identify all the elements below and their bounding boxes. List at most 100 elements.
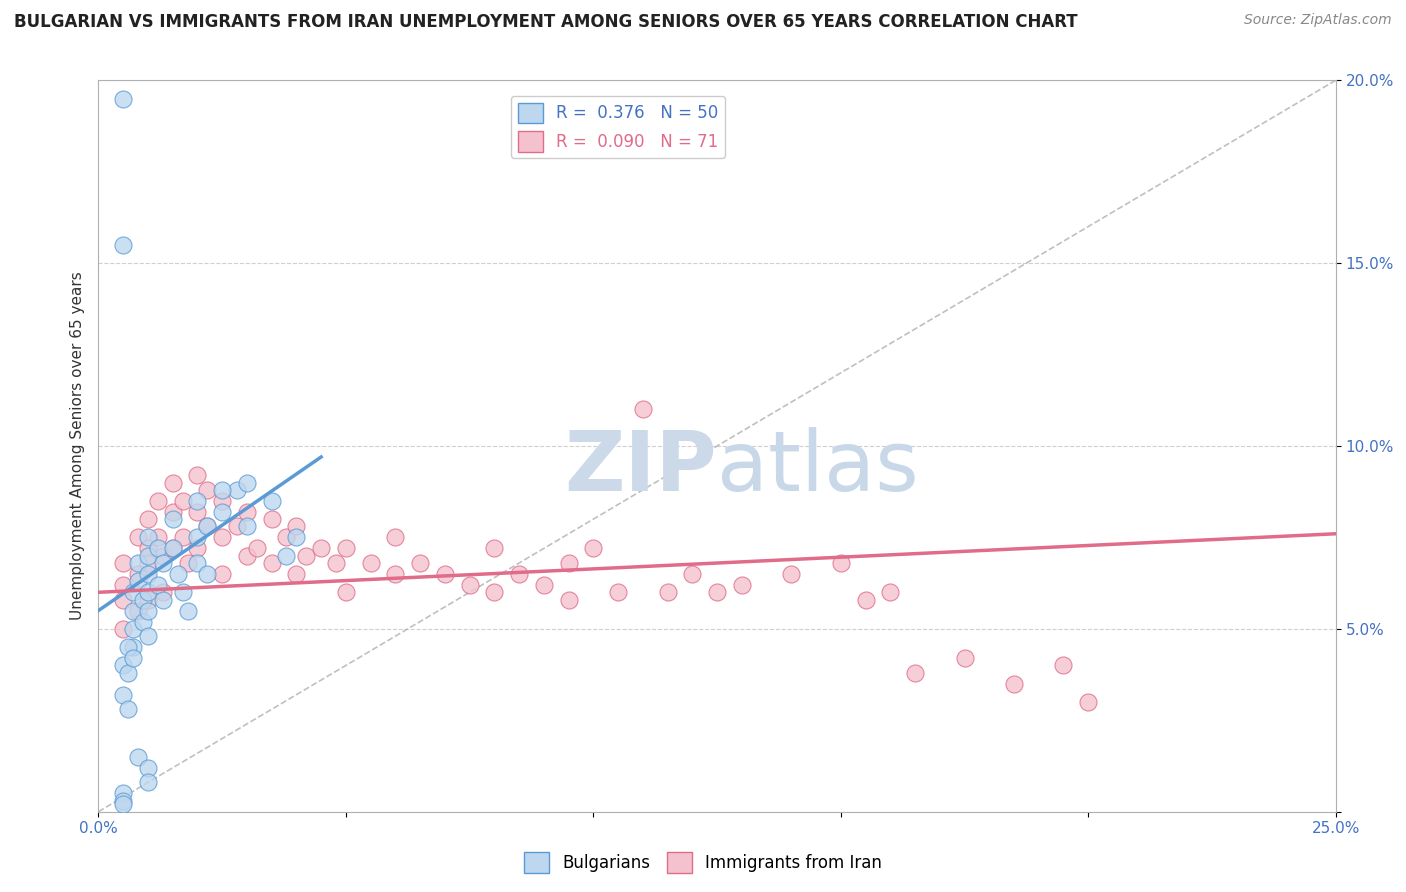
- Point: [136, 541, 159, 556]
- Point: [117, 702, 139, 716]
- Point: [122, 640, 145, 655]
- Point: [122, 622, 145, 636]
- Point: [112, 688, 135, 702]
- Point: [127, 603, 149, 617]
- Point: [226, 519, 249, 533]
- Point: [186, 541, 208, 556]
- Point: [211, 530, 233, 544]
- Point: [1077, 695, 1099, 709]
- Point: [112, 797, 135, 812]
- Point: [112, 556, 135, 570]
- Point: [508, 567, 530, 582]
- Point: [112, 578, 135, 592]
- Point: [211, 483, 233, 497]
- Point: [162, 541, 184, 556]
- Point: [953, 651, 976, 665]
- Point: [146, 578, 169, 592]
- Point: [146, 541, 169, 556]
- Point: [136, 567, 159, 582]
- Text: ZIP: ZIP: [565, 427, 717, 508]
- Legend: Bulgarians, Immigrants from Iran: Bulgarians, Immigrants from Iran: [517, 846, 889, 880]
- Point: [1052, 658, 1074, 673]
- Point: [136, 549, 159, 563]
- Point: [731, 578, 754, 592]
- Point: [904, 665, 927, 680]
- Point: [146, 494, 169, 508]
- Point: [127, 574, 149, 589]
- Point: [433, 567, 456, 582]
- Point: [195, 519, 218, 533]
- Point: [127, 530, 149, 544]
- Point: [122, 585, 145, 599]
- Point: [484, 585, 506, 599]
- Point: [681, 567, 703, 582]
- Point: [211, 567, 233, 582]
- Point: [146, 530, 169, 544]
- Point: [260, 494, 283, 508]
- Point: [295, 549, 318, 563]
- Point: [122, 603, 145, 617]
- Point: [136, 775, 159, 789]
- Point: [112, 787, 135, 801]
- Point: [236, 519, 259, 533]
- Point: [186, 505, 208, 519]
- Point: [127, 749, 149, 764]
- Point: [409, 556, 432, 570]
- Point: [260, 512, 283, 526]
- Point: [236, 475, 259, 490]
- Point: [186, 556, 208, 570]
- Point: [127, 567, 149, 582]
- Y-axis label: Unemployment Among Seniors over 65 years: Unemployment Among Seniors over 65 years: [69, 272, 84, 620]
- Point: [236, 549, 259, 563]
- Point: [325, 556, 347, 570]
- Point: [195, 567, 218, 582]
- Point: [484, 541, 506, 556]
- Point: [172, 494, 194, 508]
- Point: [136, 603, 159, 617]
- Point: [136, 629, 159, 643]
- Point: [285, 530, 308, 544]
- Point: [557, 556, 579, 570]
- Point: [309, 541, 332, 556]
- Point: [172, 530, 194, 544]
- Point: [112, 794, 135, 808]
- Point: [132, 615, 155, 629]
- Point: [162, 512, 184, 526]
- Point: [384, 567, 406, 582]
- Point: [607, 585, 630, 599]
- Point: [162, 475, 184, 490]
- Legend: R =  0.376   N = 50, R =  0.090   N = 71: R = 0.376 N = 50, R = 0.090 N = 71: [512, 96, 725, 158]
- Point: [186, 468, 208, 483]
- Point: [136, 585, 159, 599]
- Point: [384, 530, 406, 544]
- Point: [112, 91, 135, 105]
- Point: [186, 494, 208, 508]
- Point: [557, 592, 579, 607]
- Point: [186, 530, 208, 544]
- Point: [127, 556, 149, 570]
- Point: [285, 519, 308, 533]
- Point: [458, 578, 481, 592]
- Point: [276, 530, 298, 544]
- Point: [260, 556, 283, 570]
- Point: [132, 592, 155, 607]
- Point: [136, 592, 159, 607]
- Point: [780, 567, 803, 582]
- Point: [631, 402, 654, 417]
- Text: Source: ZipAtlas.com: Source: ZipAtlas.com: [1244, 13, 1392, 28]
- Point: [112, 658, 135, 673]
- Point: [162, 505, 184, 519]
- Point: [172, 585, 194, 599]
- Point: [112, 622, 135, 636]
- Point: [879, 585, 901, 599]
- Point: [166, 567, 188, 582]
- Point: [533, 578, 555, 592]
- Point: [136, 556, 159, 570]
- Point: [112, 592, 135, 607]
- Point: [136, 530, 159, 544]
- Text: BULGARIAN VS IMMIGRANTS FROM IRAN UNEMPLOYMENT AMONG SENIORS OVER 65 YEARS CORRE: BULGARIAN VS IMMIGRANTS FROM IRAN UNEMPL…: [14, 13, 1077, 31]
- Point: [211, 494, 233, 508]
- Point: [830, 556, 852, 570]
- Point: [236, 505, 259, 519]
- Point: [152, 592, 174, 607]
